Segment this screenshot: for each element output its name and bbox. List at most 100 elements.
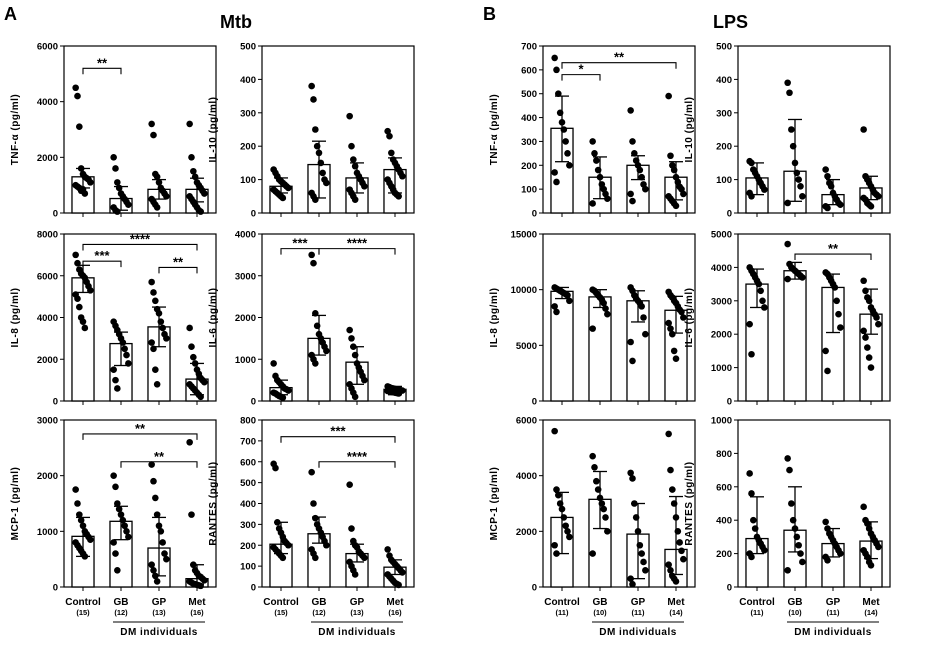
data-point <box>786 466 793 474</box>
data-point <box>551 303 558 310</box>
data-point <box>395 390 402 397</box>
data-point <box>604 195 611 202</box>
data-point <box>875 193 882 200</box>
data-point <box>152 494 159 502</box>
data-point <box>669 486 676 493</box>
data-point <box>201 378 208 386</box>
data-point <box>270 360 277 367</box>
data-point <box>553 308 560 316</box>
data-point <box>667 567 674 574</box>
y-tick-label: 1000 <box>711 363 732 374</box>
significance-bracket <box>158 266 198 274</box>
y-tick-label: 100 <box>240 562 256 573</box>
data-point <box>761 186 768 193</box>
data-point <box>279 394 287 401</box>
y-tick-label: 0 <box>251 583 256 594</box>
data-point <box>788 500 795 507</box>
significance-label: **** <box>347 449 368 464</box>
plot-frame <box>542 419 696 588</box>
data-point <box>837 550 844 557</box>
data-point <box>150 289 157 296</box>
data-point <box>680 555 687 563</box>
data-point <box>824 556 831 564</box>
data-point <box>87 179 94 186</box>
y-tick-label: 5000 <box>711 230 732 241</box>
data-point <box>74 92 81 100</box>
data-point <box>638 173 645 181</box>
data-point <box>188 511 195 518</box>
data-point <box>564 291 571 299</box>
x-category-label: Control <box>544 597 580 608</box>
y-tick-label: 600 <box>521 65 537 76</box>
y-tick-label: 500 <box>716 42 732 53</box>
data-point <box>750 516 757 524</box>
data-point <box>388 149 395 157</box>
y-tick-label: 2000 <box>37 471 58 482</box>
y-axis-label: IL-8 (pg/ml) <box>10 288 21 348</box>
data-point <box>123 528 130 535</box>
data-point <box>761 304 768 311</box>
y-tick-label: 0 <box>53 583 58 594</box>
dm-group-label: DM individuals <box>599 627 677 638</box>
data-point <box>186 120 193 128</box>
data-point <box>279 554 287 562</box>
y-tick-label: 0 <box>251 209 256 220</box>
x-count-label: (14) <box>864 608 878 617</box>
y-tick-label: 500 <box>521 89 537 100</box>
data-point <box>604 310 611 318</box>
data-point <box>76 303 83 311</box>
data-point <box>672 355 680 362</box>
y-tick-label: 10000 <box>511 285 537 296</box>
data-point <box>835 310 842 318</box>
data-point <box>190 167 197 175</box>
chart-a-tnf-α: 0 2000 4000 6000 TNF-α (pg/ml) ** <box>10 42 217 220</box>
data-point <box>272 464 279 472</box>
plot-frame <box>542 45 696 214</box>
data-point <box>186 324 193 332</box>
y-tick-label: 400 <box>240 499 256 510</box>
data-point <box>748 350 755 358</box>
data-point <box>308 82 315 90</box>
x-category-label: Control <box>739 597 775 608</box>
x-category-label: Met <box>386 597 404 608</box>
data-point <box>153 173 161 181</box>
data-point <box>150 131 157 139</box>
data-point <box>346 326 353 334</box>
data-point <box>824 367 831 375</box>
data-point <box>837 201 844 208</box>
data-point <box>589 325 596 332</box>
y-tick-label: 300 <box>240 108 256 119</box>
data-point <box>672 202 680 210</box>
x-count-label: (12) <box>114 608 128 617</box>
data-point <box>152 366 159 373</box>
bar-gb <box>783 270 807 402</box>
data-point <box>148 461 155 468</box>
data-point <box>308 251 315 259</box>
data-point <box>79 318 87 325</box>
data-point <box>593 157 600 164</box>
significance-label: ** <box>614 50 625 65</box>
significance-label: ** <box>154 449 165 464</box>
plot-frame <box>542 233 696 402</box>
data-point <box>319 169 326 177</box>
y-tick-label: 0 <box>727 397 732 408</box>
data-point <box>748 553 755 561</box>
plot-frame <box>737 233 891 402</box>
chart-a-rantes: 0 100 200 300 400 500 600 700 800 RANTES (pg/ml) C… <box>208 416 415 617</box>
data-point <box>159 324 166 332</box>
y-tick-label: 6000 <box>37 42 58 53</box>
y-tick-label: 0 <box>251 397 256 408</box>
data-point <box>799 193 806 200</box>
plot-frame <box>261 233 415 402</box>
data-point <box>114 208 121 215</box>
x-category-label: Control <box>263 597 299 608</box>
data-point <box>312 126 319 133</box>
y-tick-label: 200 <box>240 142 256 153</box>
data-point <box>348 142 355 150</box>
data-point <box>822 347 829 355</box>
y-tick-label: 5000 <box>516 341 537 352</box>
data-point <box>822 166 829 173</box>
y-tick-label: 600 <box>240 457 256 468</box>
